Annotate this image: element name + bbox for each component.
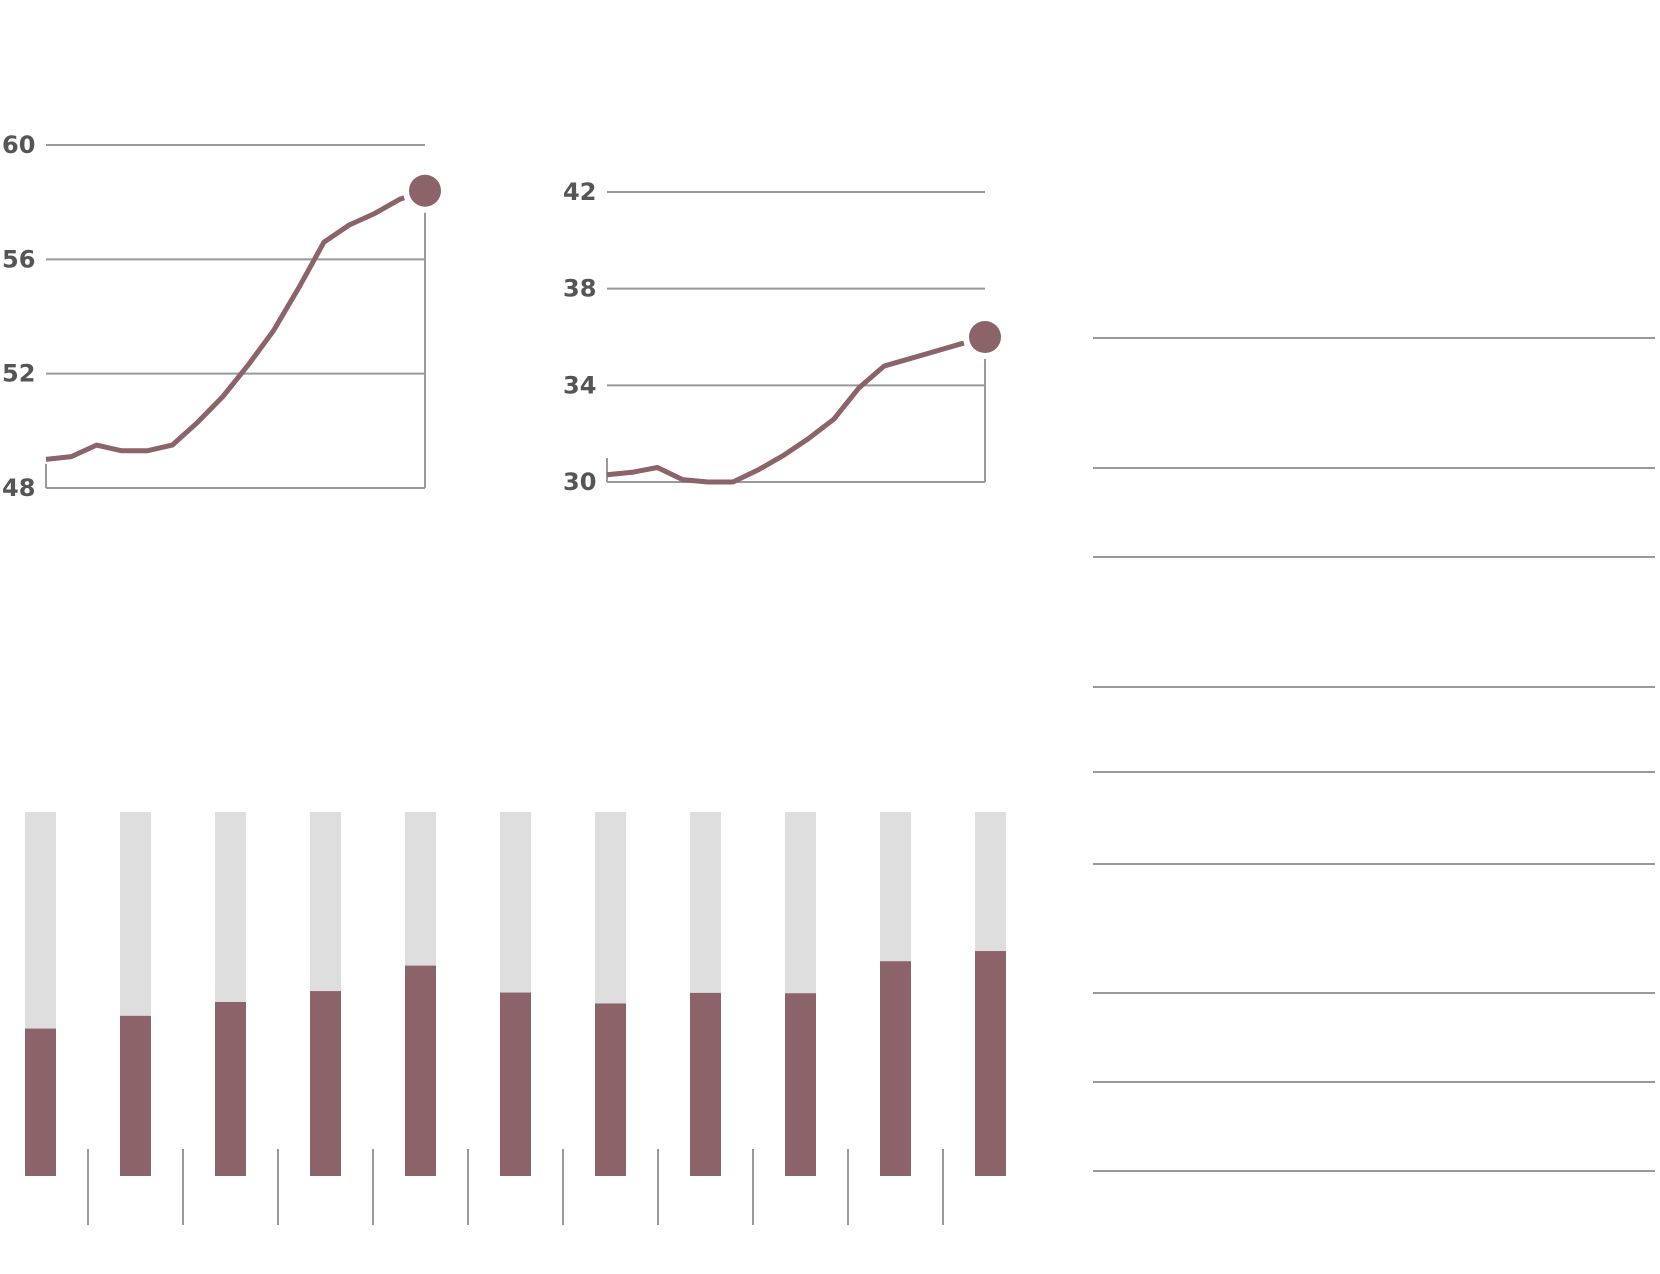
y-tick-label: 42 (563, 178, 596, 206)
bar (690, 992, 721, 1176)
bar (25, 1028, 56, 1176)
right-panel-lines (1093, 337, 1655, 1172)
bar (785, 993, 816, 1176)
bar (405, 965, 436, 1176)
bar (215, 1002, 246, 1176)
series-line (606, 340, 965, 485)
line-chart-1: 48 52 56 60 (2, 131, 441, 502)
series-line (45, 195, 405, 462)
bar (975, 951, 1006, 1176)
y-tick-label: 60 (2, 131, 35, 159)
bar (500, 992, 531, 1176)
y-tick-label: 34 (563, 371, 596, 399)
line-chart-2: 30 34 38 42 (563, 178, 1001, 496)
bar (595, 1003, 626, 1176)
end-value-marker (409, 174, 441, 207)
y-tick-label: 52 (2, 360, 35, 388)
y-tick-label: 56 (2, 245, 35, 273)
y-tick-label: 38 (563, 275, 596, 303)
bar (310, 991, 341, 1176)
end-value-marker (969, 321, 1001, 353)
bar (880, 961, 911, 1176)
y-tick-label: 48 (2, 474, 35, 502)
bar (120, 1015, 151, 1176)
y-tick-label: 30 (563, 468, 596, 496)
bar-chart (25, 812, 1006, 1225)
